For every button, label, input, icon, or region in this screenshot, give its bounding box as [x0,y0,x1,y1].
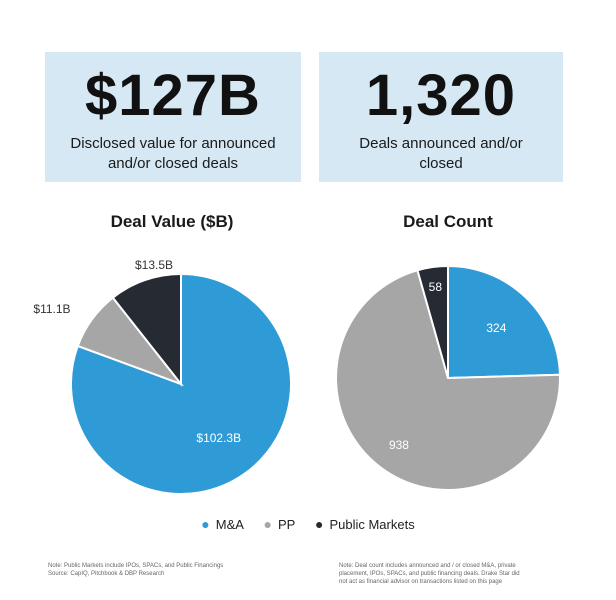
deal-value-label-public-markets: $13.5B [135,258,173,272]
source-note-left-line2: Source: CapIQ, Pitchbook & DBP Research [48,571,165,577]
deal-count-label-pp: 938 [389,438,409,452]
kpi-count-caption-line1: Deals announced and/or [359,135,523,152]
source-note-right-line2: placement, IPOs, SPACs, and public finan… [339,571,520,577]
kpi-card-count: 1,320 Deals announced and/or closed [319,52,563,182]
deal-value-slice-public-markets [111,272,182,387]
legend-label-pp: PP [278,517,296,532]
source-note-right: Note: Deal count includes announced and … [339,562,579,586]
legend-item-public-markets: ● Public Markets [315,516,415,532]
deal-value-chart-title: Deal Value ($B) [110,212,234,231]
kpi-count-amount: 1,320 [365,63,517,128]
deal-count-slice-public-markets [416,264,449,379]
legend-label-ma: M&A [215,517,244,532]
deal-value-label-ma: $102.3B [196,431,241,445]
source-note-left-line1: Note: Public Markets include IPOs, SPACs… [48,563,224,569]
deal-count-label-public-markets: 58 [429,280,443,294]
kpi-value-amount: $127B [85,63,261,128]
legend-label-public-markets: Public Markets [329,517,415,532]
deal-value-label-pp: $11.1B [33,302,70,316]
source-note-right-line3: not act as financial advisor on transact… [339,579,503,585]
source-note-right-line1: Note: Deal count includes announced and … [339,563,516,569]
kpi-value-caption-line1: Disclosed value for announced [70,135,276,152]
deal-count-chart-title: Deal Count [403,212,493,231]
kpi-count-caption: Deals announced and/or closed [319,134,563,174]
legend-dot-pp: ● [263,516,273,532]
kpi-value-caption-line2: and/or closed deals [107,155,239,172]
deal-count-label-ma: 324 [486,321,506,335]
legend-dot-ma: ● [201,516,210,532]
kpi-count-caption-line2: closed [419,155,463,172]
legend-item-pp: ● PP [264,516,296,532]
chart-legend: ● M&A ● PP ● Public Markets [0,516,616,532]
legend-dot-public-markets: ● [314,516,324,532]
deal-count-slice-pp [335,269,561,491]
legend-item-ma: ● M&A [201,516,244,532]
kpi-value-caption: Disclosed value for announced and/or clo… [45,134,301,174]
source-note-left: Note: Public Markets include IPOs, SPACs… [48,562,288,578]
deal-count-slice-ma [447,264,561,380]
kpi-card-value: $127B Disclosed value for announced and/… [45,52,301,182]
